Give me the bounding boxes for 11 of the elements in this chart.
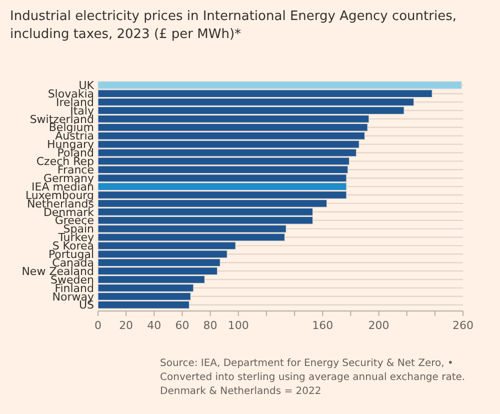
x-tick-label: 200: [368, 319, 390, 332]
x-tick-label: 80: [203, 319, 218, 332]
chart-title: Industrial electricity prices in International Energy Agency countries, including taxes, 2023 (£ per MWh)*: [10, 9, 456, 42]
x-tick-label: 20: [119, 319, 134, 332]
x-tick-label: 260: [452, 319, 474, 332]
x-tick-label: 60: [175, 319, 190, 332]
x-tick-label: 160: [312, 319, 334, 332]
x-tick-label: 40: [147, 319, 162, 332]
source-note: Source: IEA, Department for Energy Security & Net Zero, • Converted into sterling using average annual exchange rate. Denmark & Netherlands = 2022: [160, 358, 466, 397]
x-tick-label: 100: [228, 319, 249, 332]
x-tick-label: 0: [94, 319, 102, 332]
